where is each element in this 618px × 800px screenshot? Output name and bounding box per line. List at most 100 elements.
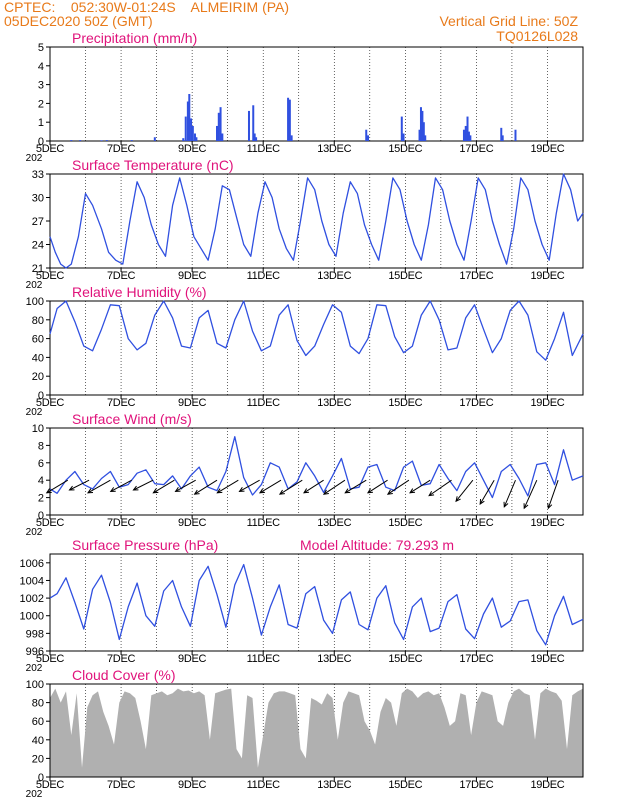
y-tick-label: 20	[32, 753, 44, 765]
precip-bar	[153, 137, 156, 141]
x-year-label-clipped: 202	[26, 663, 43, 674]
series-line	[49, 173, 584, 269]
y-tick-label: 100	[26, 679, 44, 691]
y-tick-label: 24	[32, 240, 44, 252]
x-tick-label: 19DEC	[530, 143, 564, 155]
precip-bar	[105, 140, 108, 141]
wind-arrow-head	[132, 485, 139, 491]
precip-bar	[467, 131, 470, 141]
precip-bar	[190, 118, 193, 141]
y-tick-label: 4	[38, 475, 44, 487]
y-tick-label: 2	[38, 493, 44, 505]
panel-6: 0 20 40 60 80 100 5DEC 7DEC 9DEC 11DEC 13DEC 15DEC 1…	[26, 667, 584, 800]
x-tick-label: 19DEC	[530, 270, 564, 282]
y-tick-label: 0	[38, 390, 44, 402]
precip-bar	[79, 140, 82, 141]
precip-bar	[195, 137, 198, 141]
x-tick-label: 17DEC	[459, 143, 493, 155]
wind-arrow-shaft	[428, 479, 452, 497]
wind-arrow-shaft	[46, 479, 69, 494]
precip-bar	[419, 107, 422, 141]
y-tick-label: 998	[26, 628, 44, 640]
y-tick-label: 30	[32, 193, 44, 205]
y-tick-label: 0	[38, 510, 44, 522]
wind-arrow-head	[366, 488, 373, 494]
precip-bar	[221, 133, 224, 141]
x-tick-label: 5DEC	[36, 397, 64, 409]
precip-bar	[100, 140, 103, 141]
wind-arrow-head	[523, 503, 529, 510]
precip-bar	[193, 133, 196, 141]
wind-arrow-head	[152, 488, 159, 494]
y-tick-label: 40	[32, 735, 44, 747]
wind-arrow-shaft	[110, 479, 132, 492]
header-grid-line-note: Vertical Grid Line: 50Z	[439, 13, 578, 29]
precip-bar	[290, 135, 293, 141]
x-tick-label: 17DEC	[459, 779, 493, 791]
x-tick-label: 13DEC	[317, 517, 351, 529]
x-year-label-clipped: 202	[26, 789, 43, 800]
x-tick-label: 11DEC	[247, 143, 280, 155]
panel-2: 21 24 27 30 33 5DEC 7DEC 9DEC 11DEC 13DEC 15DEC 17D…	[26, 157, 584, 291]
x-tick-label: 5DEC	[36, 653, 64, 665]
panel-3: 0 20 40 60 80 100 5DEC 7DEC 9DEC 11DEC 13DEC 15DEC 1…	[26, 284, 584, 418]
y-tick-label: 1002	[20, 593, 44, 605]
y-tick-label: 3	[38, 80, 44, 92]
wind-arrow-head	[428, 491, 435, 497]
x-tick-label: 9DEC	[178, 143, 206, 155]
x-tick-label: 17DEC	[459, 397, 493, 409]
x-tick-label: 5DEC	[36, 779, 64, 791]
x-year-label-clipped: 202	[26, 527, 43, 538]
wind-arrow-shaft	[133, 479, 154, 491]
y-tick-label: 100	[26, 296, 44, 308]
x-year-label-clipped: 202	[26, 407, 43, 418]
wind-arrow-head	[278, 489, 285, 495]
cloud-cover-area	[50, 688, 583, 777]
wind-arrow-head	[193, 489, 200, 495]
y-tick-label: 1006	[20, 558, 44, 570]
precip-bar	[500, 127, 503, 141]
precip-bar	[188, 94, 191, 141]
x-tick-label: 19DEC	[530, 397, 564, 409]
wind-arrow-shaft	[323, 479, 346, 495]
x-tick-label: 17DEC	[459, 653, 493, 665]
y-tick-label: 10	[32, 423, 44, 435]
y-tick-label: 20	[32, 371, 44, 383]
precip-bar	[252, 105, 255, 141]
x-tick-label: 15DEC	[388, 653, 422, 665]
wind-arrow-head	[479, 498, 485, 505]
wind-arrow-shaft	[259, 479, 282, 494]
wind-arrow-shaft	[455, 479, 474, 502]
x-tick-label: 19DEC	[530, 653, 564, 665]
y-tick-label: 80	[32, 698, 44, 710]
x-tick-label: 9DEC	[178, 517, 206, 529]
y-tick-label: 33	[32, 169, 44, 181]
x-tick-label: 7DEC	[107, 270, 135, 282]
panel-frame	[49, 427, 584, 516]
x-tick-label: 9DEC	[178, 397, 206, 409]
wind-arrow-head	[258, 488, 265, 494]
wind-arrow-head	[409, 488, 416, 494]
wind-arrow-head	[109, 487, 116, 492]
x-tick-label: 13DEC	[317, 779, 351, 791]
wind-arrow-head	[174, 487, 181, 492]
x-tick-label: 11DEC	[247, 517, 280, 529]
series-line	[49, 563, 584, 646]
wind-arrow-head	[503, 501, 509, 508]
precip-bar	[186, 101, 189, 141]
y-tick-label: 21	[32, 263, 44, 275]
precip-bar	[191, 125, 194, 141]
y-tick-label: 80	[32, 315, 44, 327]
x-tick-label: 9DEC	[178, 270, 206, 282]
y-tick-label: 1	[38, 117, 44, 129]
panel-title: Cloud Cover (%)	[72, 667, 175, 683]
panel-5: 996 998 1000 1002 1004 1006 5DEC 7DEC 9DEC 11DEC 1…	[20, 537, 584, 674]
y-tick-label: 4	[38, 61, 44, 73]
panel-title: Surface Pressure (hPa)	[72, 537, 218, 553]
wind-arrow-shaft	[303, 479, 324, 494]
x-tick-label: 13DEC	[317, 653, 351, 665]
precip-bar	[184, 116, 187, 141]
wind-arrow-head	[455, 496, 461, 503]
x-tick-label: 17DEC	[459, 270, 493, 282]
